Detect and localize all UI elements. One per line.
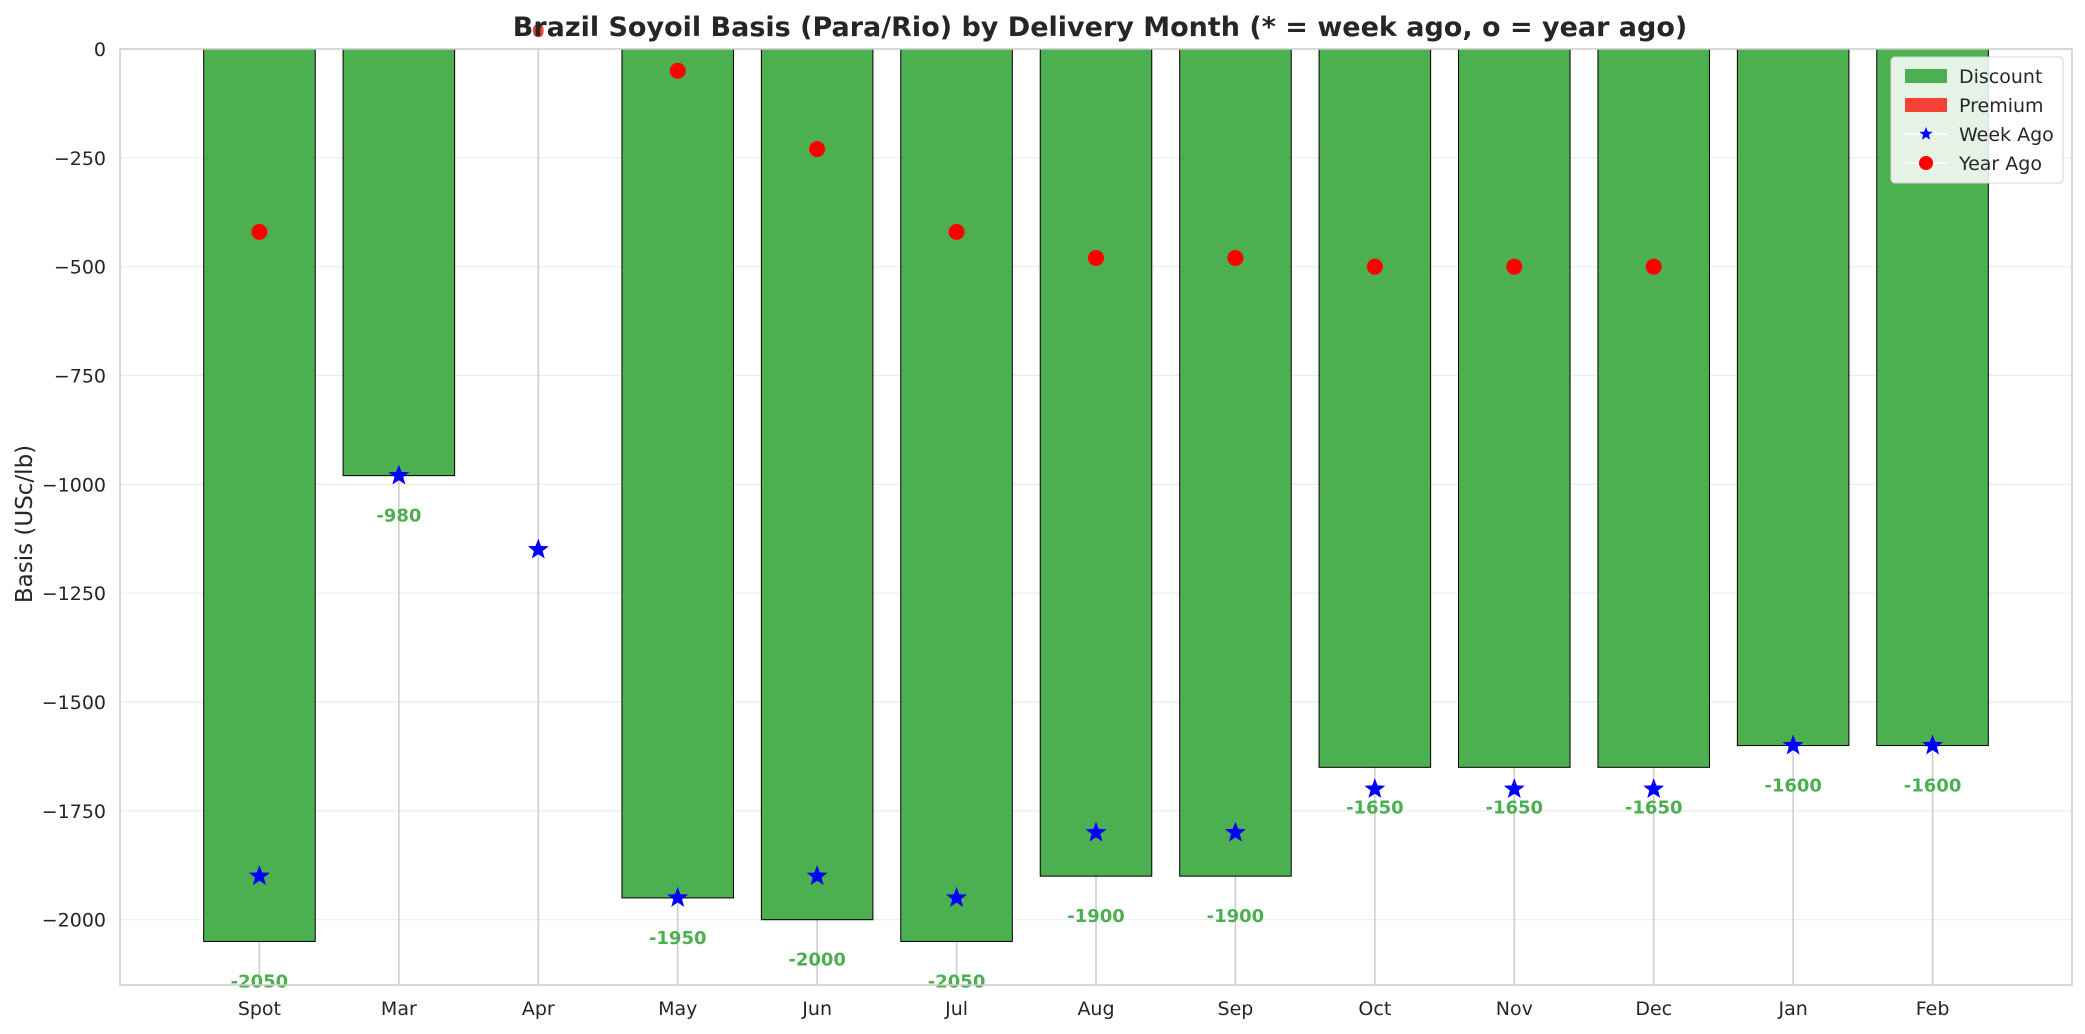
legend-label: Discount	[1959, 66, 2042, 88]
y-tick-label: −750	[54, 366, 106, 388]
bar-mar	[342, 48, 456, 477]
bar-dec	[1597, 48, 1710, 768]
week-ago-marker	[1922, 734, 1944, 755]
value-label: -1600	[1904, 776, 1962, 797]
x-tick-label: Jan	[1777, 998, 1807, 1020]
bar-jun	[760, 48, 874, 921]
week-ago-marker	[946, 886, 968, 907]
week-ago-marker	[1224, 821, 1246, 842]
week-ago-marker	[1085, 821, 1107, 842]
x-tick-label: Jul	[944, 998, 968, 1020]
x-tick-label: Spot	[238, 998, 281, 1020]
axes-frame	[119, 48, 2073, 986]
value-label: -1650	[1346, 797, 1404, 818]
value-label: -2050	[928, 971, 986, 992]
y-tick-label: −1250	[42, 583, 106, 605]
week-ago-marker	[1643, 778, 1665, 798]
x-tick-label: Oct	[1358, 998, 1391, 1020]
markers	[248, 62, 1944, 907]
legend-marker-year-ago	[1919, 156, 1933, 170]
value-label: -2000	[788, 950, 846, 971]
week-ago-marker	[248, 865, 270, 886]
bars	[203, 48, 1989, 942]
x-tick-label: Mar	[381, 998, 417, 1020]
y-tick-label: −1000	[42, 474, 106, 496]
bar-aug	[1039, 48, 1153, 877]
value-label: -1900	[1207, 906, 1265, 927]
chart-title: Brazil Soyoil Basis (Para/Rio) by Delive…	[513, 12, 1688, 43]
week-ago-marker	[806, 865, 828, 886]
value-label: -1650	[1485, 797, 1543, 818]
x-tick-label: Dec	[1635, 998, 1672, 1020]
y-tick-label: −1750	[42, 801, 106, 823]
legend-label: Week Ago	[1959, 124, 2054, 146]
value-label: -980	[376, 506, 421, 527]
value-label: -2050	[231, 971, 289, 992]
year-ago-marker	[669, 62, 686, 79]
bar-sep	[1179, 48, 1292, 877]
week-ago-marker	[1782, 734, 1804, 755]
year-ago-marker	[809, 141, 826, 158]
legend-box	[1890, 56, 2064, 184]
year-ago-marker	[1506, 258, 1523, 275]
bar-jul	[900, 48, 1013, 942]
value-label: -1650	[1625, 797, 1683, 818]
week-ago-marker	[388, 464, 410, 485]
y-axis-title: Basis (USc/lb)	[12, 445, 38, 603]
x-tick-label: Nov	[1496, 998, 1533, 1020]
x-tick-label: Jun	[801, 998, 832, 1020]
week-ago-marker	[1364, 778, 1386, 798]
plot-frame	[119, 48, 2073, 986]
x-axis-ticks: Spot Mar Apr May Jun Jul Aug Sep Oct Nov Dec Jan Feb	[238, 998, 1950, 1020]
x-tick-label: Feb	[1916, 998, 1950, 1020]
year-ago-marker	[1366, 258, 1383, 275]
x-tick-label: Aug	[1077, 998, 1114, 1020]
value-label: -1600	[1764, 776, 1822, 797]
legend-swatch-discount	[1905, 69, 1947, 83]
x-tick-label: May	[658, 998, 697, 1020]
y-axis-ticks: 0 −250 −500 −750 −1000 −1250 −1500 −1750 −2000	[42, 39, 106, 932]
bar-spot	[203, 48, 316, 942]
y-tick-label: −2000	[42, 910, 106, 932]
week-ago-marker	[667, 886, 689, 907]
data-labels: -2050 -980 0 -1950 -2000 -2050 -1900 -1900 -1650…	[231, 21, 1962, 992]
y-tick-label: −1500	[42, 692, 106, 714]
y-tick-label: 0	[94, 39, 106, 61]
legend-label: Year Ago	[1958, 153, 2042, 175]
bar-oct	[1318, 48, 1432, 768]
x-tick-label: Apr	[522, 998, 555, 1020]
y-tick-label: −500	[54, 257, 106, 279]
legend: Discount Premium Week Ago Year Ago	[1890, 56, 2064, 184]
value-label: -1950	[649, 928, 707, 949]
bar-jan	[1736, 48, 1850, 747]
year-ago-marker	[1227, 249, 1244, 266]
week-ago-marker	[527, 538, 549, 559]
legend-label: Premium	[1959, 95, 2044, 117]
legend-marker-week-ago	[1919, 127, 1933, 140]
bar-nov	[1458, 48, 1571, 768]
legend-swatch-premium	[1905, 98, 1947, 112]
year-ago-marker	[1088, 249, 1104, 266]
value-label: 0	[532, 21, 545, 42]
y-tick-label: −250	[54, 148, 106, 170]
year-ago-marker	[948, 223, 965, 240]
week-ago-marker	[1503, 778, 1525, 798]
bar-may	[621, 48, 734, 899]
x-tick-label: Sep	[1218, 998, 1254, 1020]
value-label: -1900	[1067, 906, 1125, 927]
year-ago-marker	[251, 223, 268, 240]
year-ago-marker	[1645, 258, 1662, 275]
